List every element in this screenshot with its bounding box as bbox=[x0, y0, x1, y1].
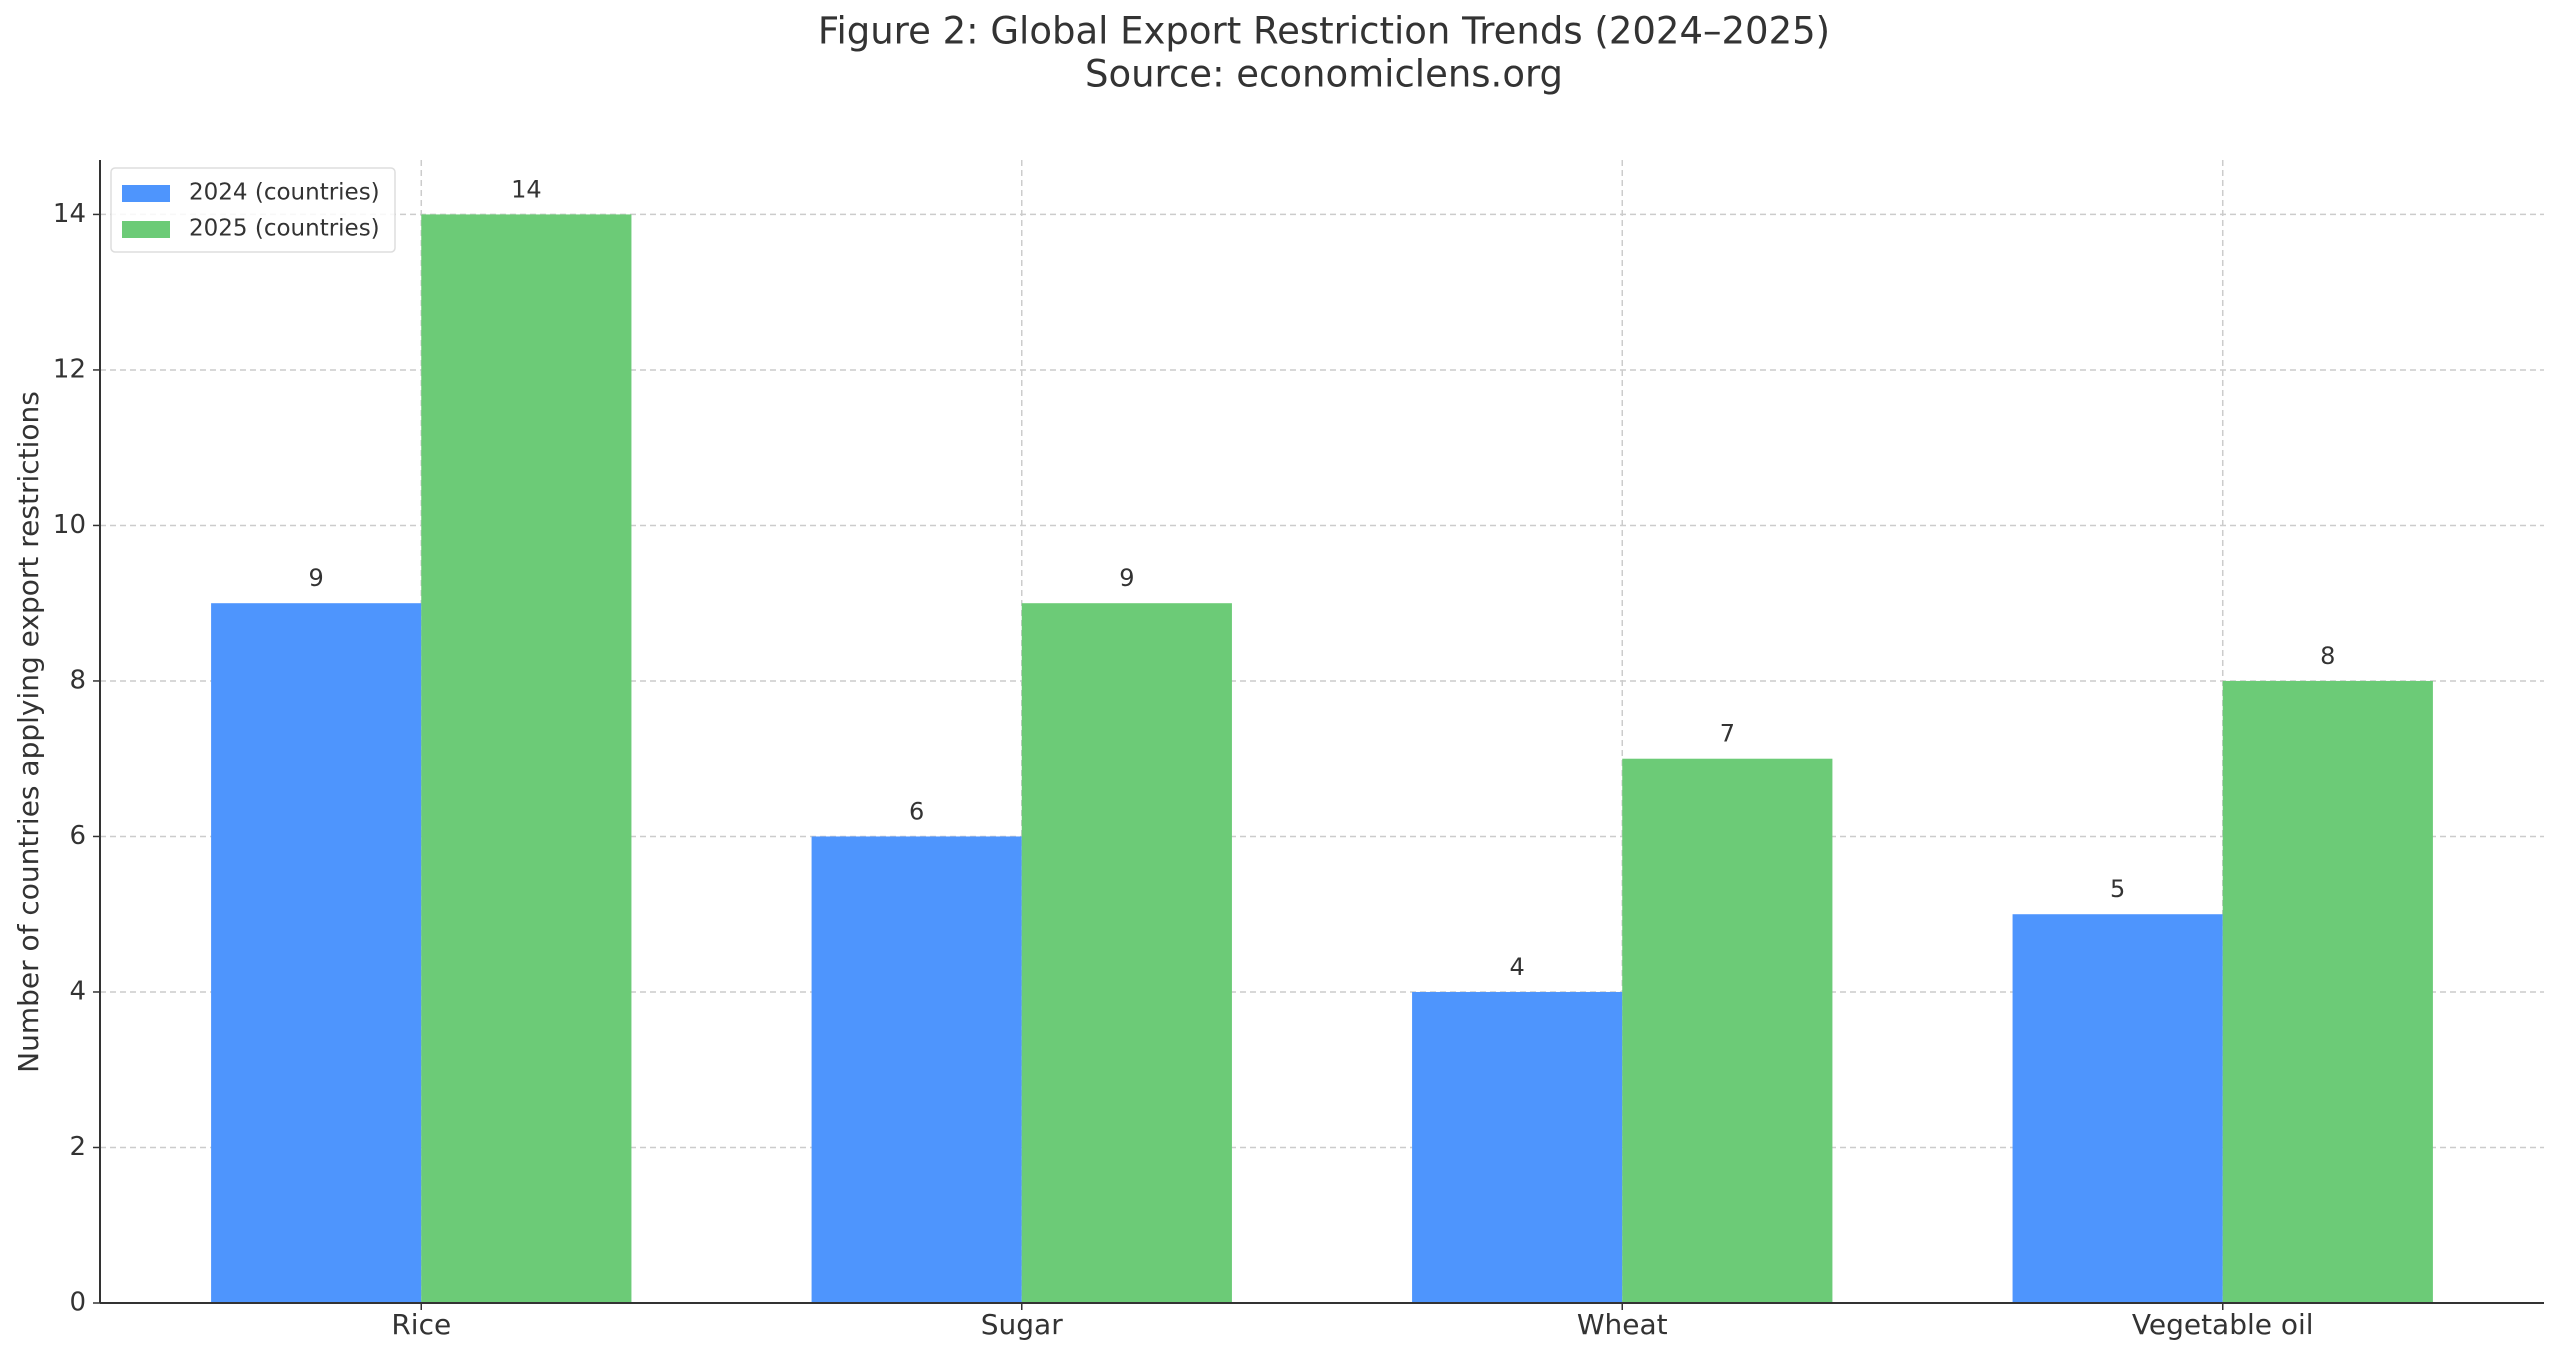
legend-label: 2025 (countries) bbox=[189, 216, 380, 242]
value-label: 8 bbox=[2320, 642, 2335, 670]
bar bbox=[2222, 680, 2433, 1303]
y-tick-label: 8 bbox=[69, 665, 86, 695]
x-tick-label: Vegetable oil bbox=[2132, 1308, 2314, 1341]
value-label: 9 bbox=[1119, 564, 1134, 592]
legend-label: 2024 (countries) bbox=[189, 180, 380, 206]
legend-swatch bbox=[122, 185, 170, 202]
value-label: 7 bbox=[1720, 720, 1735, 748]
y-tick-label: 4 bbox=[69, 976, 86, 1006]
y-tick-label: 2 bbox=[69, 1132, 86, 1162]
value-label: 4 bbox=[1510, 953, 1525, 981]
bar bbox=[1622, 758, 1833, 1303]
y-tick-label: 10 bbox=[53, 510, 86, 540]
y-tick-label: 0 bbox=[69, 1288, 86, 1318]
bar bbox=[421, 214, 632, 1303]
value-label: 9 bbox=[309, 564, 324, 592]
legend: 2024 (countries) 2025 (countries) bbox=[110, 167, 396, 253]
y-tick-label: 14 bbox=[53, 199, 86, 229]
x-tick-label: Wheat bbox=[1577, 1308, 1668, 1341]
x-tick-label: Rice bbox=[391, 1308, 451, 1341]
y-axis-label: Number of countries applying export rest… bbox=[12, 391, 45, 1073]
value-label: 5 bbox=[2110, 875, 2125, 903]
value-label: 14 bbox=[511, 175, 542, 203]
x-tick-label: Sugar bbox=[981, 1308, 1063, 1341]
y-tick-label: 12 bbox=[53, 354, 86, 384]
bar bbox=[211, 603, 422, 1303]
bar bbox=[2012, 914, 2223, 1303]
value-label: 6 bbox=[909, 797, 924, 825]
chart-subtitle: Source: economiclens.org bbox=[1085, 53, 1563, 96]
bar bbox=[1412, 991, 1623, 1303]
legend-swatch bbox=[122, 221, 170, 238]
bar bbox=[811, 836, 1022, 1303]
chart-title: Figure 2: Global Export Restriction Tren… bbox=[818, 10, 1830, 53]
y-tick-label: 6 bbox=[69, 821, 86, 851]
bar bbox=[1021, 603, 1232, 1303]
legend-frame bbox=[110, 167, 396, 253]
